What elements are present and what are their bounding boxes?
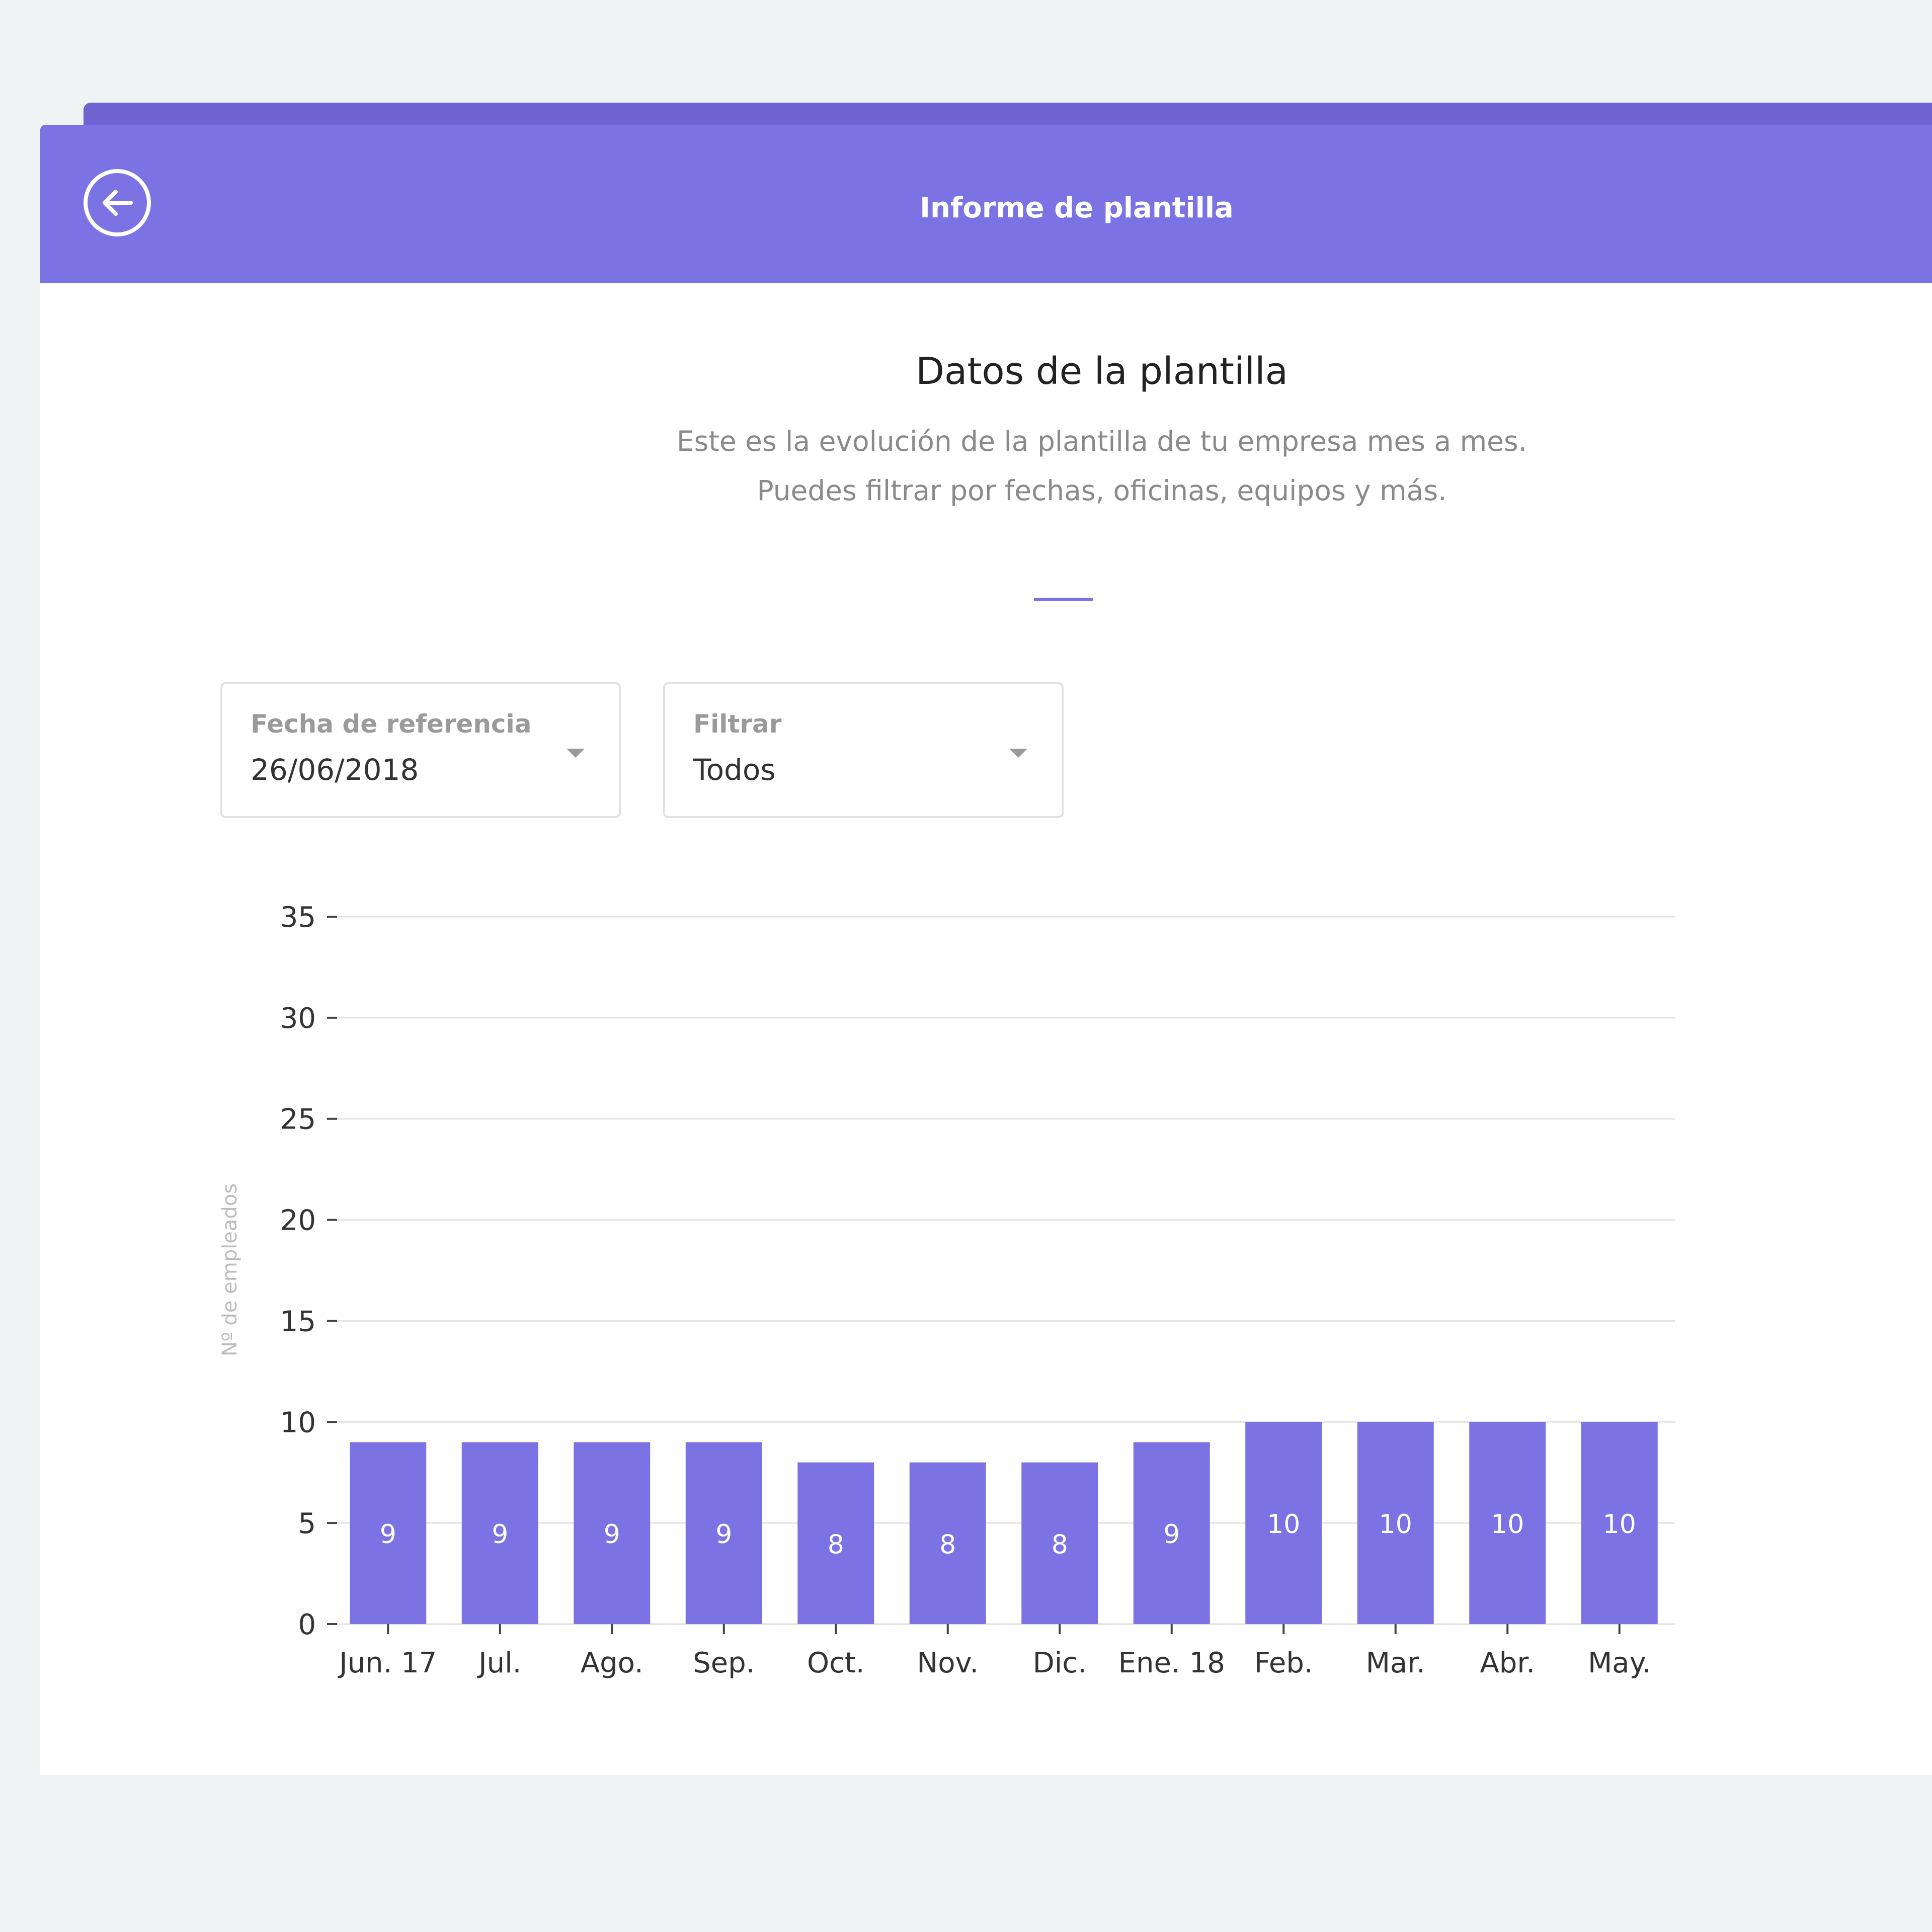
y-tick-label: 10: [280, 1406, 316, 1439]
y-axis-label: Nº de empleados: [218, 1183, 242, 1356]
filter-value: Todos: [693, 753, 776, 787]
y-tick-label: 25: [280, 1103, 316, 1136]
bar-data-label: 10: [1491, 1509, 1524, 1540]
bar: [1581, 1422, 1658, 1624]
headcount-bar-chart: Nº de empleados 0 5 10 15 20 25 30 35 9 Jun. 17 9 J…: [218, 901, 1675, 1679]
bar-data-label: 9: [604, 1519, 620, 1550]
title-divider: [1034, 598, 1093, 601]
bar-data-label: 9: [715, 1519, 732, 1550]
bar-data-label: 10: [1379, 1509, 1412, 1540]
bar: [1245, 1422, 1322, 1624]
page-title: Datos de la plantilla: [916, 350, 1288, 393]
header-title: Informe de plantilla: [920, 192, 1234, 224]
bar: [685, 1442, 762, 1624]
page-description: Este es la evolución de la plantilla de …: [676, 425, 1527, 507]
bar-data-label: 8: [828, 1530, 844, 1560]
x-tick-label: May.: [1588, 1647, 1651, 1679]
y-tick-label: 0: [298, 1608, 316, 1641]
x-tick-label: Dic.: [1033, 1647, 1087, 1679]
y-tick-label: 15: [280, 1305, 316, 1338]
bar-data-label: 8: [1052, 1530, 1068, 1560]
x-tick-label: Mar.: [1366, 1647, 1425, 1679]
y-tick-label: 20: [280, 1204, 316, 1237]
reference-date-value: 26/06/2018: [251, 753, 419, 787]
bar: [909, 1462, 986, 1624]
reference-date-label: Fecha de referencia: [251, 709, 532, 739]
back-button[interactable]: [84, 169, 151, 236]
bar: [1357, 1422, 1434, 1624]
bar: [1133, 1442, 1210, 1624]
bar: [574, 1442, 651, 1624]
bar-data-label: 9: [492, 1519, 508, 1550]
x-tick-label: Abr.: [1480, 1647, 1535, 1679]
reference-date-select[interactable]: Fecha de referencia 26/06/2018: [220, 682, 621, 818]
bar: [1469, 1422, 1546, 1624]
bar-data-label: 10: [1603, 1509, 1636, 1540]
x-tick-label: Sep.: [693, 1647, 755, 1679]
x-tick-label: Feb.: [1254, 1647, 1313, 1679]
filter-label: Filtrar: [693, 709, 782, 739]
bar-data-label: 10: [1267, 1509, 1300, 1540]
bar-data-label: 9: [1163, 1519, 1180, 1550]
bar: [797, 1462, 874, 1624]
bar: [1021, 1462, 1098, 1624]
bar-data-label: 8: [939, 1530, 956, 1560]
x-tick-label: Oct.: [807, 1647, 865, 1679]
chevron-down-icon: [567, 749, 585, 758]
y-tick-label: 30: [280, 1002, 316, 1035]
x-tick-label: Jun. 17: [338, 1647, 437, 1679]
bar: [350, 1442, 427, 1624]
x-tick-label: Nov.: [917, 1647, 979, 1679]
bar-data-label: 9: [380, 1519, 396, 1550]
header-bar: Informe de plantilla: [40, 125, 1932, 283]
arrow-left-icon: [103, 190, 133, 216]
bar: [461, 1442, 538, 1624]
x-tick-label: Jul.: [477, 1647, 521, 1679]
chevron-down-icon: [1009, 749, 1027, 758]
y-tick-label: 35: [280, 901, 316, 934]
y-tick-label: 5: [298, 1507, 316, 1540]
x-tick-label: Ene. 18: [1118, 1647, 1225, 1679]
x-tick-label: Ago.: [581, 1647, 643, 1679]
filter-select[interactable]: Filtrar Todos: [663, 682, 1064, 818]
